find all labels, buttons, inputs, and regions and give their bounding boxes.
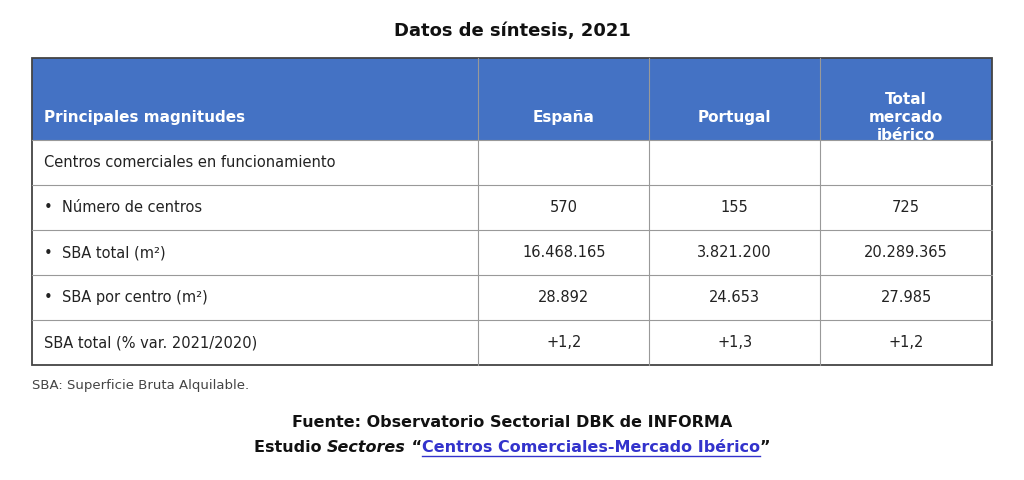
Bar [820,140,992,185]
Text: •  SBA por centro (m²): • SBA por centro (m²) [44,290,208,305]
Text: •  Número de centros: • Número de centros [44,200,202,215]
Text: Fuente: Observatorio Sectorial DBK de INFORMA: Fuente: Observatorio Sectorial DBK de IN… [292,415,732,430]
Bar [820,275,992,320]
Text: Sectores: Sectores [327,440,406,455]
Bar [478,230,649,275]
Text: SBA: Superficie Bruta Alquilable.: SBA: Superficie Bruta Alquilable. [32,379,249,392]
Text: 27.985: 27.985 [881,290,932,305]
Bar [649,275,820,320]
Text: Principales magnitudes: Principales magnitudes [44,109,245,124]
Bar [32,320,478,365]
Text: 155: 155 [721,200,749,215]
Bar [32,185,478,230]
Text: 28.892: 28.892 [539,290,590,305]
Text: 570: 570 [550,200,578,215]
Text: Estudio: Estudio [254,440,327,455]
Text: 725: 725 [892,200,921,215]
Text: 24.653: 24.653 [710,290,760,305]
Bar [820,320,992,365]
Text: 16.468.165: 16.468.165 [522,245,605,260]
Bar [32,140,478,185]
Text: “: “ [406,440,422,455]
Text: Datos de síntesis, 2021: Datos de síntesis, 2021 [393,22,631,40]
Text: ”: ” [760,440,770,455]
Bar [478,58,649,140]
Bar [32,230,478,275]
Text: Centros comerciales en funcionamiento: Centros comerciales en funcionamiento [44,155,336,170]
Bar [32,58,478,140]
Bar [649,58,820,140]
Bar [32,58,992,365]
Bar [32,275,478,320]
Bar [478,185,649,230]
Bar [478,140,649,185]
Bar [820,230,992,275]
Bar [820,185,992,230]
Bar [820,58,992,140]
Bar [649,320,820,365]
Text: 3.821.200: 3.821.200 [697,245,772,260]
Text: España: España [532,109,595,124]
Text: SBA total (% var. 2021/2020): SBA total (% var. 2021/2020) [44,335,257,350]
Text: 20.289.365: 20.289.365 [864,245,948,260]
Bar [649,185,820,230]
Text: Portugal: Portugal [698,109,771,124]
Bar [478,320,649,365]
Bar [649,230,820,275]
Text: Total
mercado
ibérico: Total mercado ibérico [869,92,943,143]
Text: +1,2: +1,2 [546,335,582,350]
Text: +1,2: +1,2 [889,335,924,350]
Text: •  SBA total (m²): • SBA total (m²) [44,245,166,260]
Text: Centros Comerciales-Mercado Ibérico: Centros Comerciales-Mercado Ibérico [422,440,760,455]
Bar [649,140,820,185]
Bar [478,275,649,320]
Text: +1,3: +1,3 [717,335,753,350]
